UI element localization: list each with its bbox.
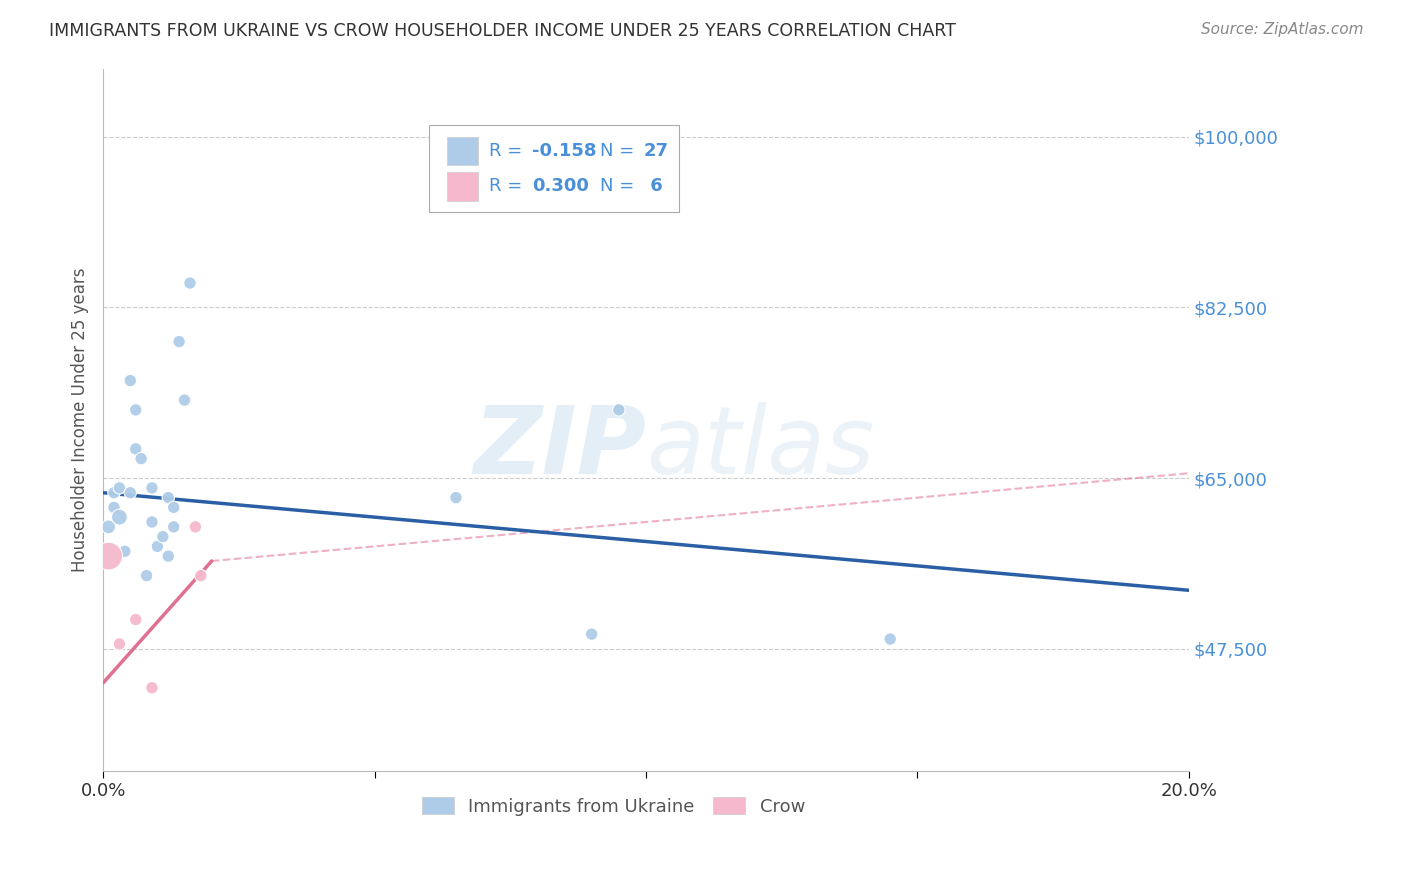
Text: IMMIGRANTS FROM UKRAINE VS CROW HOUSEHOLDER INCOME UNDER 25 YEARS CORRELATION CH: IMMIGRANTS FROM UKRAINE VS CROW HOUSEHOL… bbox=[49, 22, 956, 40]
Point bbox=[581, 627, 603, 641]
Point bbox=[879, 632, 901, 646]
Point bbox=[114, 544, 136, 558]
Point bbox=[108, 510, 131, 524]
Point bbox=[163, 500, 186, 515]
Point bbox=[163, 520, 186, 534]
Text: 27: 27 bbox=[644, 143, 669, 161]
Point bbox=[108, 637, 131, 651]
Point bbox=[157, 491, 180, 505]
Y-axis label: Householder Income Under 25 years: Householder Income Under 25 years bbox=[72, 268, 89, 572]
Point bbox=[173, 393, 195, 408]
Text: R =: R = bbox=[488, 143, 527, 161]
Legend: Immigrants from Ukraine, Crow: Immigrants from Ukraine, Crow bbox=[412, 788, 814, 825]
Point bbox=[184, 520, 207, 534]
Text: N =: N = bbox=[600, 143, 640, 161]
Text: -0.158: -0.158 bbox=[531, 143, 596, 161]
Text: Source: ZipAtlas.com: Source: ZipAtlas.com bbox=[1201, 22, 1364, 37]
Point bbox=[146, 540, 169, 554]
Point bbox=[108, 481, 131, 495]
Text: atlas: atlas bbox=[645, 402, 875, 493]
Point bbox=[157, 549, 180, 563]
Point bbox=[167, 334, 190, 349]
Text: 6: 6 bbox=[644, 178, 662, 195]
FancyBboxPatch shape bbox=[447, 172, 478, 201]
Text: 0.300: 0.300 bbox=[531, 178, 589, 195]
Point bbox=[141, 481, 163, 495]
Point bbox=[141, 681, 163, 695]
Point bbox=[120, 485, 142, 500]
Point bbox=[125, 442, 148, 456]
Point bbox=[125, 613, 148, 627]
Point bbox=[607, 402, 630, 417]
FancyBboxPatch shape bbox=[429, 125, 679, 212]
Point bbox=[97, 520, 120, 534]
Point bbox=[103, 485, 125, 500]
Point bbox=[179, 276, 201, 290]
Point bbox=[97, 549, 120, 563]
FancyBboxPatch shape bbox=[447, 137, 478, 165]
Point bbox=[141, 515, 163, 529]
Point bbox=[103, 500, 125, 515]
Text: ZIP: ZIP bbox=[472, 401, 645, 493]
Point bbox=[125, 402, 148, 417]
Text: R =: R = bbox=[488, 178, 527, 195]
Point bbox=[190, 568, 212, 582]
Point bbox=[444, 491, 467, 505]
Point bbox=[152, 530, 174, 544]
Point bbox=[129, 451, 152, 466]
Text: N =: N = bbox=[600, 178, 640, 195]
Point bbox=[135, 568, 157, 582]
Point bbox=[120, 374, 142, 388]
